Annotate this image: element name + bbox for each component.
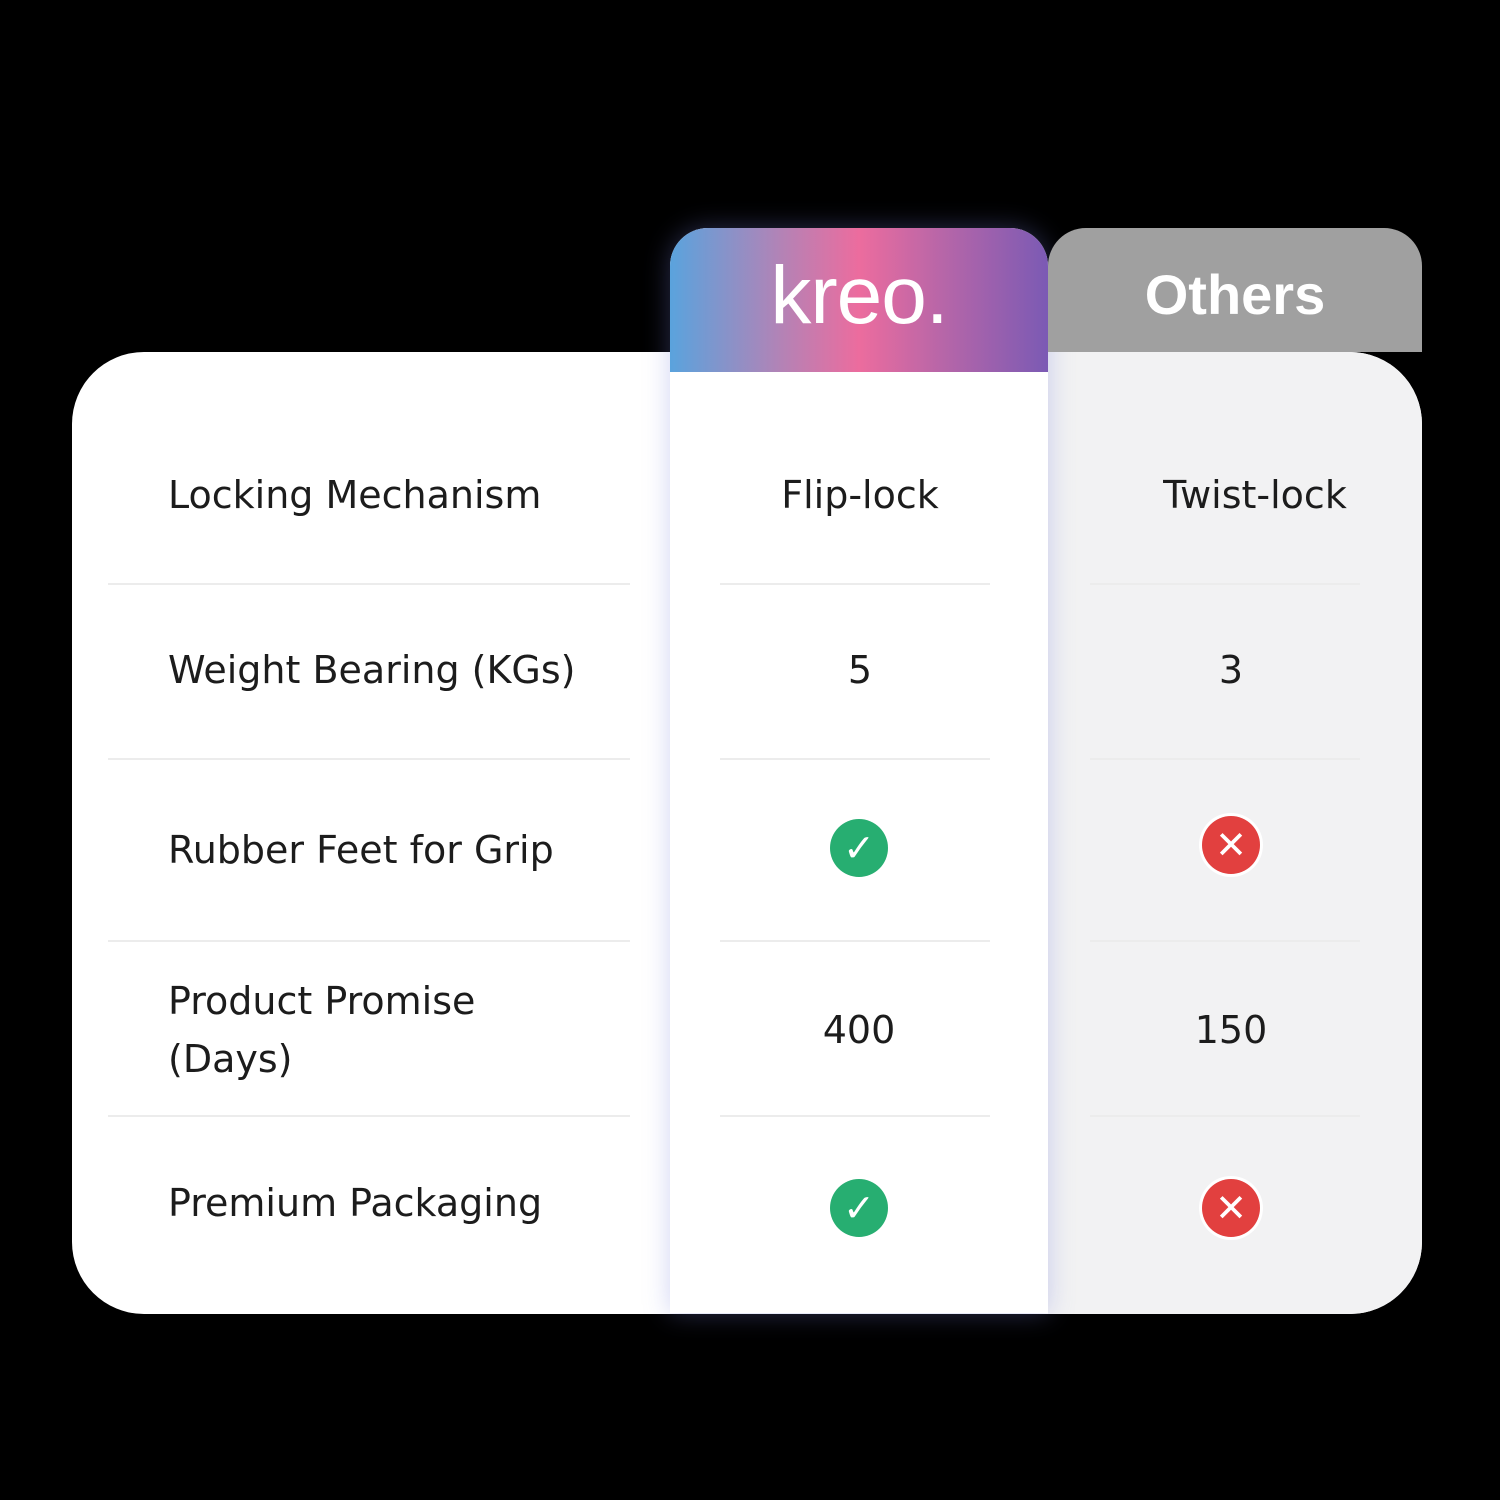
others-locking-value: Twist-lock: [1163, 473, 1347, 517]
check-icon: ✓: [830, 819, 888, 877]
divider: [108, 940, 630, 942]
others-promise-value: 150: [1194, 1008, 1268, 1052]
kreo-promise-value: 400: [822, 1008, 896, 1052]
cross-icon: ✕: [1202, 816, 1260, 874]
row-label-weight-bearing: Weight Bearing (KGs): [168, 648, 576, 692]
divider: [720, 583, 990, 585]
kreo-weight-value: 5: [847, 648, 873, 692]
check-icon: ✓: [830, 1179, 888, 1237]
divider: [1090, 758, 1360, 760]
row-label-premium-packaging: Premium Packaging: [168, 1181, 543, 1225]
others-header: Others: [1048, 228, 1422, 352]
cross-icon: ✕: [1202, 1179, 1260, 1237]
divider: [1090, 940, 1360, 942]
divider: [108, 583, 630, 585]
divider: [108, 758, 630, 760]
divider: [108, 1115, 630, 1117]
others-label: Others: [1144, 262, 1326, 326]
divider: [720, 758, 990, 760]
row-label-rubber-feet: Rubber Feet for Grip: [168, 828, 554, 872]
others-weight-value: 3: [1218, 648, 1244, 692]
divider: [720, 1115, 990, 1117]
divider: [1090, 1115, 1360, 1117]
row-label-locking-mechanism: Locking Mechanism: [168, 473, 542, 517]
kreo-logo: kreo.: [770, 250, 948, 341]
kreo-locking-value: Flip-lock: [781, 473, 939, 517]
divider: [1090, 583, 1360, 585]
kreo-column: kreo.: [670, 228, 1048, 1313]
kreo-header: kreo.: [670, 228, 1048, 372]
row-label-product-promise: Product Promise (Days): [168, 979, 476, 1081]
divider: [720, 940, 990, 942]
